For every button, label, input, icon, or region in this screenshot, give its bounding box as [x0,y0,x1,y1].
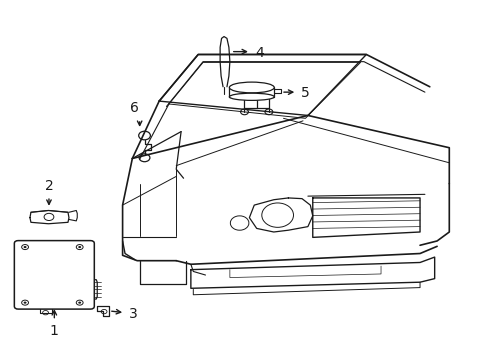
Text: 1: 1 [50,324,59,338]
Ellipse shape [229,82,274,93]
Circle shape [78,302,81,304]
Text: 3: 3 [128,307,137,321]
FancyBboxPatch shape [14,240,94,309]
Ellipse shape [229,93,274,100]
Text: 4: 4 [255,46,264,60]
Text: 5: 5 [301,86,309,100]
Circle shape [23,302,26,304]
Text: 6: 6 [130,101,139,115]
Circle shape [78,246,81,248]
Text: 2: 2 [44,179,53,193]
Circle shape [23,246,26,248]
